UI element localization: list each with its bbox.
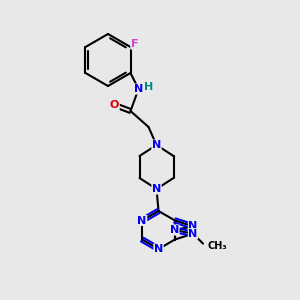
Text: N: N: [188, 221, 198, 231]
Text: F: F: [131, 39, 138, 49]
Text: N: N: [154, 244, 163, 254]
Text: N: N: [170, 225, 179, 235]
Text: N: N: [152, 140, 161, 150]
Text: CH₃: CH₃: [207, 241, 227, 250]
Text: O: O: [110, 100, 119, 110]
Text: H: H: [144, 82, 153, 92]
Text: N: N: [188, 229, 198, 238]
Text: N: N: [152, 184, 161, 194]
Text: N: N: [134, 84, 143, 94]
Text: N: N: [137, 215, 147, 226]
